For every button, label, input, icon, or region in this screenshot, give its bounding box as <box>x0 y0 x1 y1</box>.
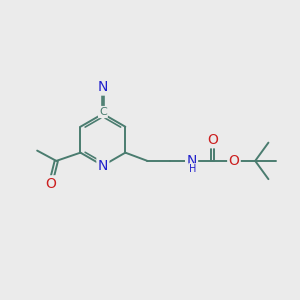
Text: C: C <box>99 107 107 117</box>
Text: N: N <box>186 154 197 168</box>
Text: N: N <box>98 159 108 172</box>
Text: N: N <box>98 80 108 94</box>
Text: O: O <box>46 177 56 190</box>
Text: H: H <box>189 164 196 174</box>
Text: O: O <box>207 133 218 147</box>
Text: O: O <box>229 154 239 168</box>
